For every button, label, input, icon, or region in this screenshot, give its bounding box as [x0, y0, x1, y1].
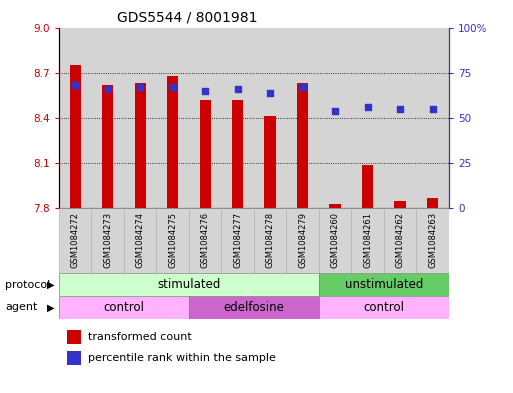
Bar: [351, 208, 384, 273]
Text: control: control: [104, 301, 145, 314]
Bar: [156, 28, 189, 208]
Text: GSM1084261: GSM1084261: [363, 211, 372, 268]
Bar: [384, 208, 417, 273]
Bar: [254, 28, 286, 208]
Text: edelfosine: edelfosine: [224, 301, 284, 314]
Bar: [319, 28, 351, 208]
Point: [136, 84, 144, 90]
Bar: [417, 28, 449, 208]
Text: GSM1084278: GSM1084278: [266, 211, 274, 268]
Bar: [394, 201, 406, 208]
Bar: [265, 116, 276, 208]
Point: [428, 106, 437, 112]
Text: GSM1084272: GSM1084272: [71, 211, 80, 268]
Point: [396, 106, 404, 112]
Bar: [384, 28, 417, 208]
Bar: [417, 208, 449, 273]
Text: ▶: ▶: [47, 302, 55, 312]
Point: [331, 108, 339, 114]
Text: protocol: protocol: [5, 279, 50, 290]
Bar: [59, 208, 91, 273]
Text: percentile rank within the sample: percentile rank within the sample: [88, 353, 276, 363]
Bar: [427, 198, 438, 208]
Bar: [156, 208, 189, 273]
Text: GSM1084273: GSM1084273: [103, 211, 112, 268]
Bar: [124, 28, 156, 208]
Bar: [59, 296, 189, 319]
Text: GSM1084263: GSM1084263: [428, 211, 437, 268]
Bar: [189, 296, 319, 319]
Bar: [319, 273, 449, 296]
Bar: [134, 83, 146, 208]
Point: [169, 84, 177, 90]
Bar: [351, 28, 384, 208]
Text: control: control: [363, 301, 404, 314]
Text: unstimulated: unstimulated: [345, 278, 423, 291]
Bar: [297, 83, 308, 208]
Text: stimulated: stimulated: [157, 278, 221, 291]
Bar: [67, 330, 81, 344]
Text: GSM1084279: GSM1084279: [298, 211, 307, 268]
Bar: [91, 28, 124, 208]
Bar: [254, 208, 286, 273]
Bar: [189, 208, 222, 273]
Point: [364, 104, 372, 110]
Bar: [59, 28, 91, 208]
Bar: [232, 100, 243, 208]
Point: [71, 82, 80, 88]
Point: [104, 86, 112, 92]
Bar: [286, 28, 319, 208]
Bar: [102, 85, 113, 208]
Text: GSM1084262: GSM1084262: [396, 211, 405, 268]
Bar: [91, 208, 124, 273]
Bar: [124, 208, 156, 273]
Point: [201, 88, 209, 94]
Bar: [167, 76, 179, 208]
Text: GDS5544 / 8001981: GDS5544 / 8001981: [117, 11, 258, 25]
Text: GSM1084275: GSM1084275: [168, 211, 177, 268]
Bar: [70, 65, 81, 208]
Bar: [59, 273, 319, 296]
Text: transformed count: transformed count: [88, 332, 192, 342]
Bar: [222, 208, 254, 273]
Bar: [319, 208, 351, 273]
Point: [233, 86, 242, 92]
Text: GSM1084274: GSM1084274: [136, 211, 145, 268]
Bar: [319, 296, 449, 319]
Point: [299, 84, 307, 90]
Bar: [189, 28, 222, 208]
Text: agent: agent: [5, 302, 37, 312]
Bar: [362, 165, 373, 208]
Bar: [67, 351, 81, 365]
Text: ▶: ▶: [47, 279, 55, 290]
Bar: [200, 100, 211, 208]
Text: GSM1084277: GSM1084277: [233, 211, 242, 268]
Bar: [286, 208, 319, 273]
Text: GSM1084276: GSM1084276: [201, 211, 210, 268]
Text: GSM1084260: GSM1084260: [331, 211, 340, 268]
Bar: [222, 28, 254, 208]
Bar: [329, 204, 341, 208]
Point: [266, 90, 274, 96]
